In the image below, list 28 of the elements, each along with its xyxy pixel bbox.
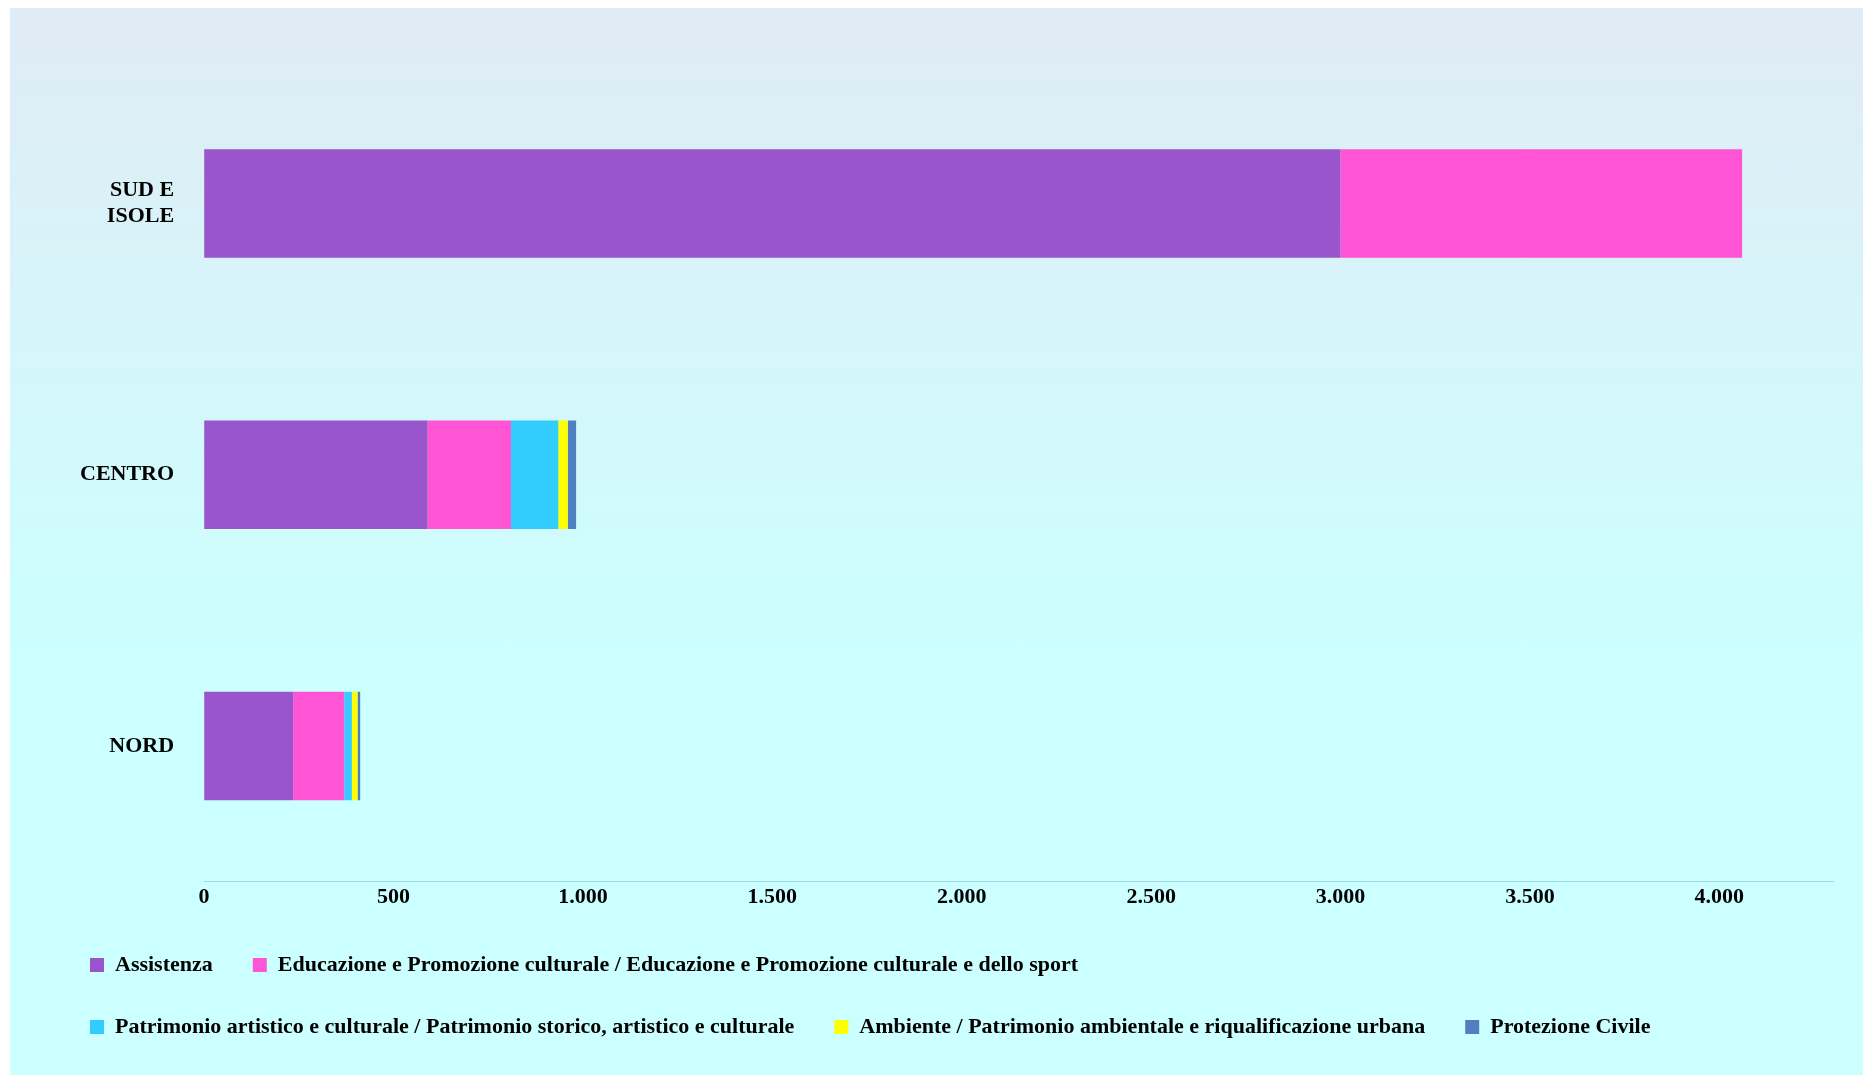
legend-label: Assistenza	[115, 950, 213, 976]
x-tick-label: 2.000	[936, 883, 987, 909]
x-tick-label: 1.000	[558, 883, 608, 909]
legend-label: Patrimonio artistico e culturale / Patrimonio storico, artistico e culturale	[115, 1012, 795, 1038]
x-tick-label: 1.500	[747, 883, 798, 909]
x-tick-label: 2.500	[1126, 883, 1176, 909]
x-tick-label: 500	[377, 883, 411, 909]
x-tick-label: 0	[198, 883, 210, 909]
bar	[1340, 149, 1743, 258]
bar	[510, 420, 559, 530]
bar	[344, 691, 352, 801]
bar	[427, 420, 511, 530]
legend-label: Ambiente / Patrimonio ambientale e riqualificazione urbana	[859, 1012, 1426, 1038]
legend-label: Educazione e Promozione culturale / Educazione e Promozione culturale e dello sport	[277, 950, 1079, 976]
y-tick-label: CENTRO	[80, 460, 175, 486]
x-tick-label: 3.500	[1505, 883, 1555, 909]
bar	[293, 691, 345, 801]
bar	[204, 149, 1341, 258]
legend-label: Protezione Civile	[1490, 1012, 1651, 1038]
y-tick-label: NORD	[109, 731, 175, 757]
bar	[351, 691, 358, 801]
bar	[204, 691, 294, 801]
bar	[558, 420, 568, 530]
bar	[204, 420, 428, 530]
x-tick-label: 3.000	[1315, 883, 1366, 909]
bar	[567, 420, 577, 530]
y-tick-label: SUD E ISOLE	[106, 176, 175, 228]
x-tick-label: 4.000	[1694, 883, 1745, 909]
